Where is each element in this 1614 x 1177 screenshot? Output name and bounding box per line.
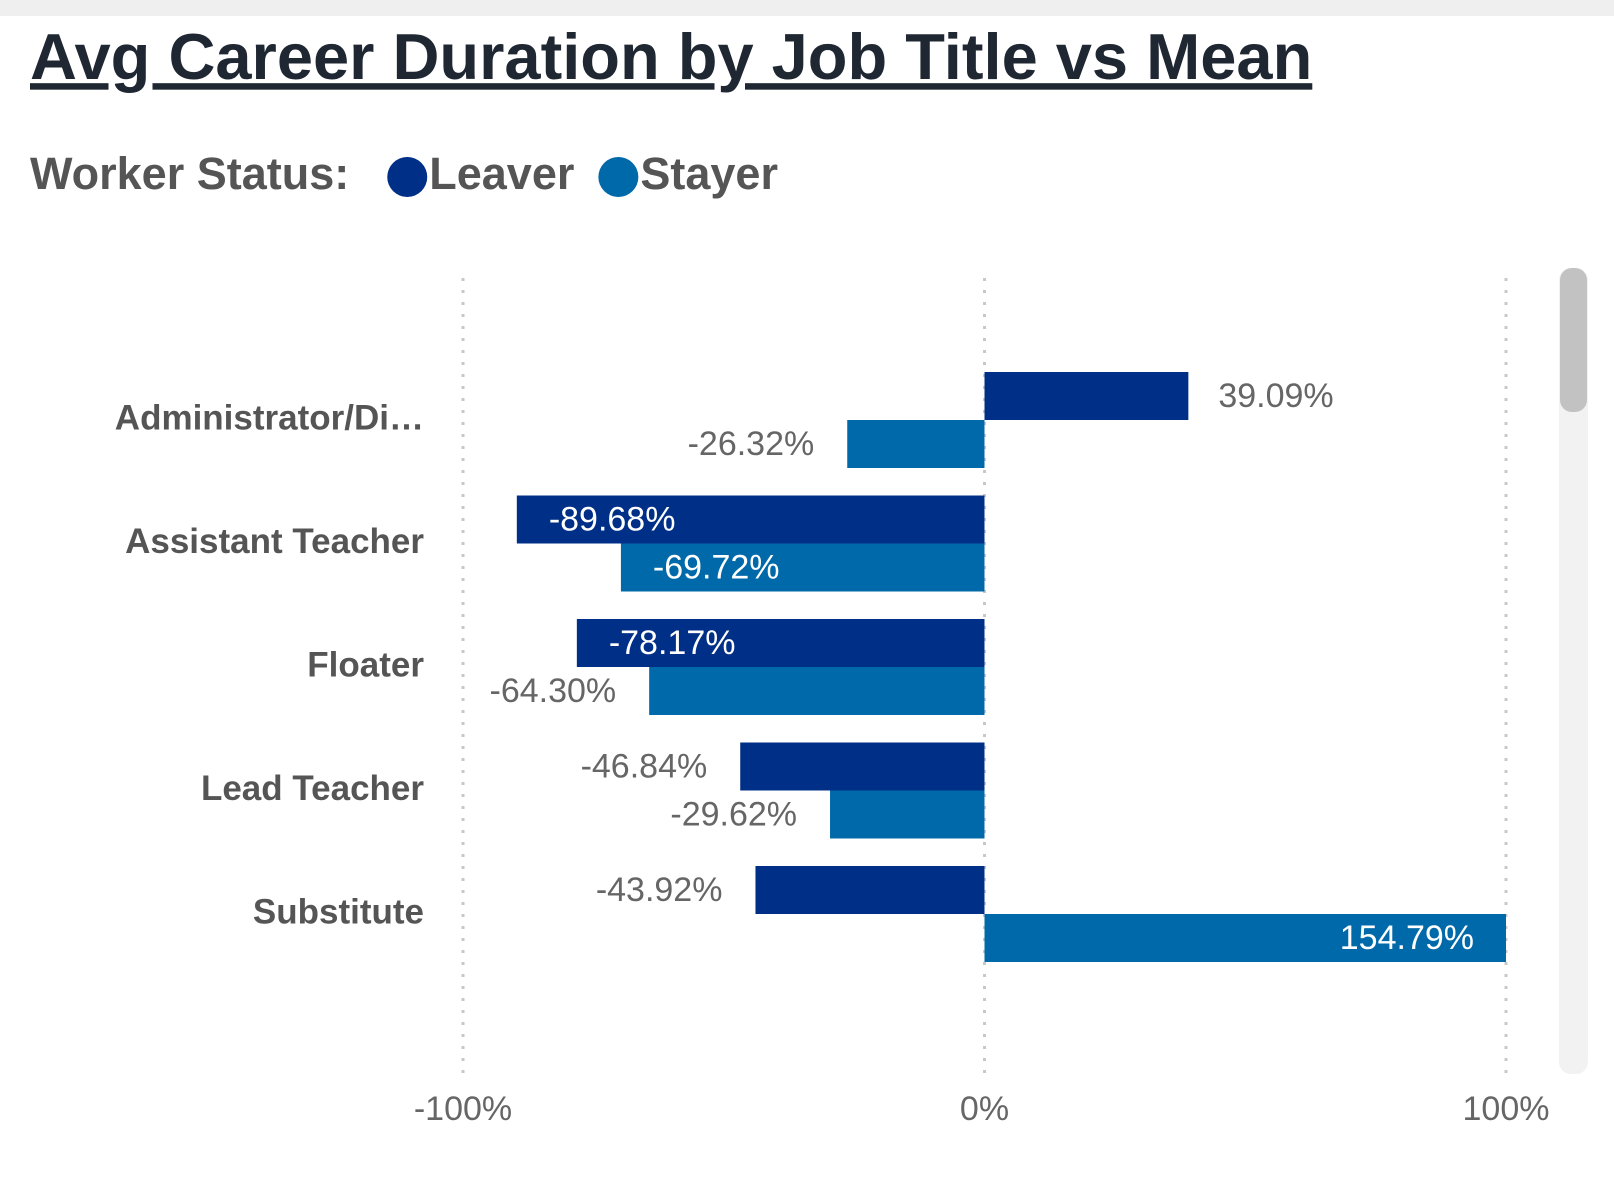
x-tick-label: 100% xyxy=(1463,1090,1550,1128)
data-label: -46.84% xyxy=(581,747,708,785)
x-tick-label: -100% xyxy=(414,1090,512,1128)
data-label: -64.30% xyxy=(490,672,617,710)
data-label: -89.68% xyxy=(549,500,676,538)
bar xyxy=(847,420,984,468)
y-tick-label: Administrator/Di… xyxy=(115,398,424,437)
data-label: 154.79% xyxy=(1340,919,1474,957)
legend-label: Leaver xyxy=(429,148,574,199)
y-tick-label: Floater xyxy=(307,645,424,684)
bar xyxy=(830,791,984,839)
data-label: -43.92% xyxy=(596,871,723,909)
legend-swatch xyxy=(387,157,427,197)
y-tick-label: Substitute xyxy=(253,892,424,931)
y-tick-label: Assistant Teacher xyxy=(125,522,424,561)
data-label: -26.32% xyxy=(688,425,815,463)
data-label: 39.09% xyxy=(1218,377,1333,415)
bar xyxy=(740,743,984,791)
scrollbar-thumb[interactable] xyxy=(1560,268,1587,412)
x-tick-label: 0% xyxy=(960,1090,1009,1128)
legend-swatch xyxy=(598,157,638,197)
data-label: -69.72% xyxy=(653,548,780,586)
bar xyxy=(985,372,1189,420)
bar xyxy=(755,866,984,914)
chart-title: Avg Career Duration by Job Title vs Mean xyxy=(30,20,1312,93)
data-label: -29.62% xyxy=(670,795,797,833)
top-edge xyxy=(0,0,1614,16)
legend-title: Worker Status: xyxy=(30,148,349,199)
bar xyxy=(649,667,984,715)
legend-label: Stayer xyxy=(640,148,778,199)
data-label: -78.17% xyxy=(609,624,736,662)
y-tick-label: Lead Teacher xyxy=(201,769,424,808)
